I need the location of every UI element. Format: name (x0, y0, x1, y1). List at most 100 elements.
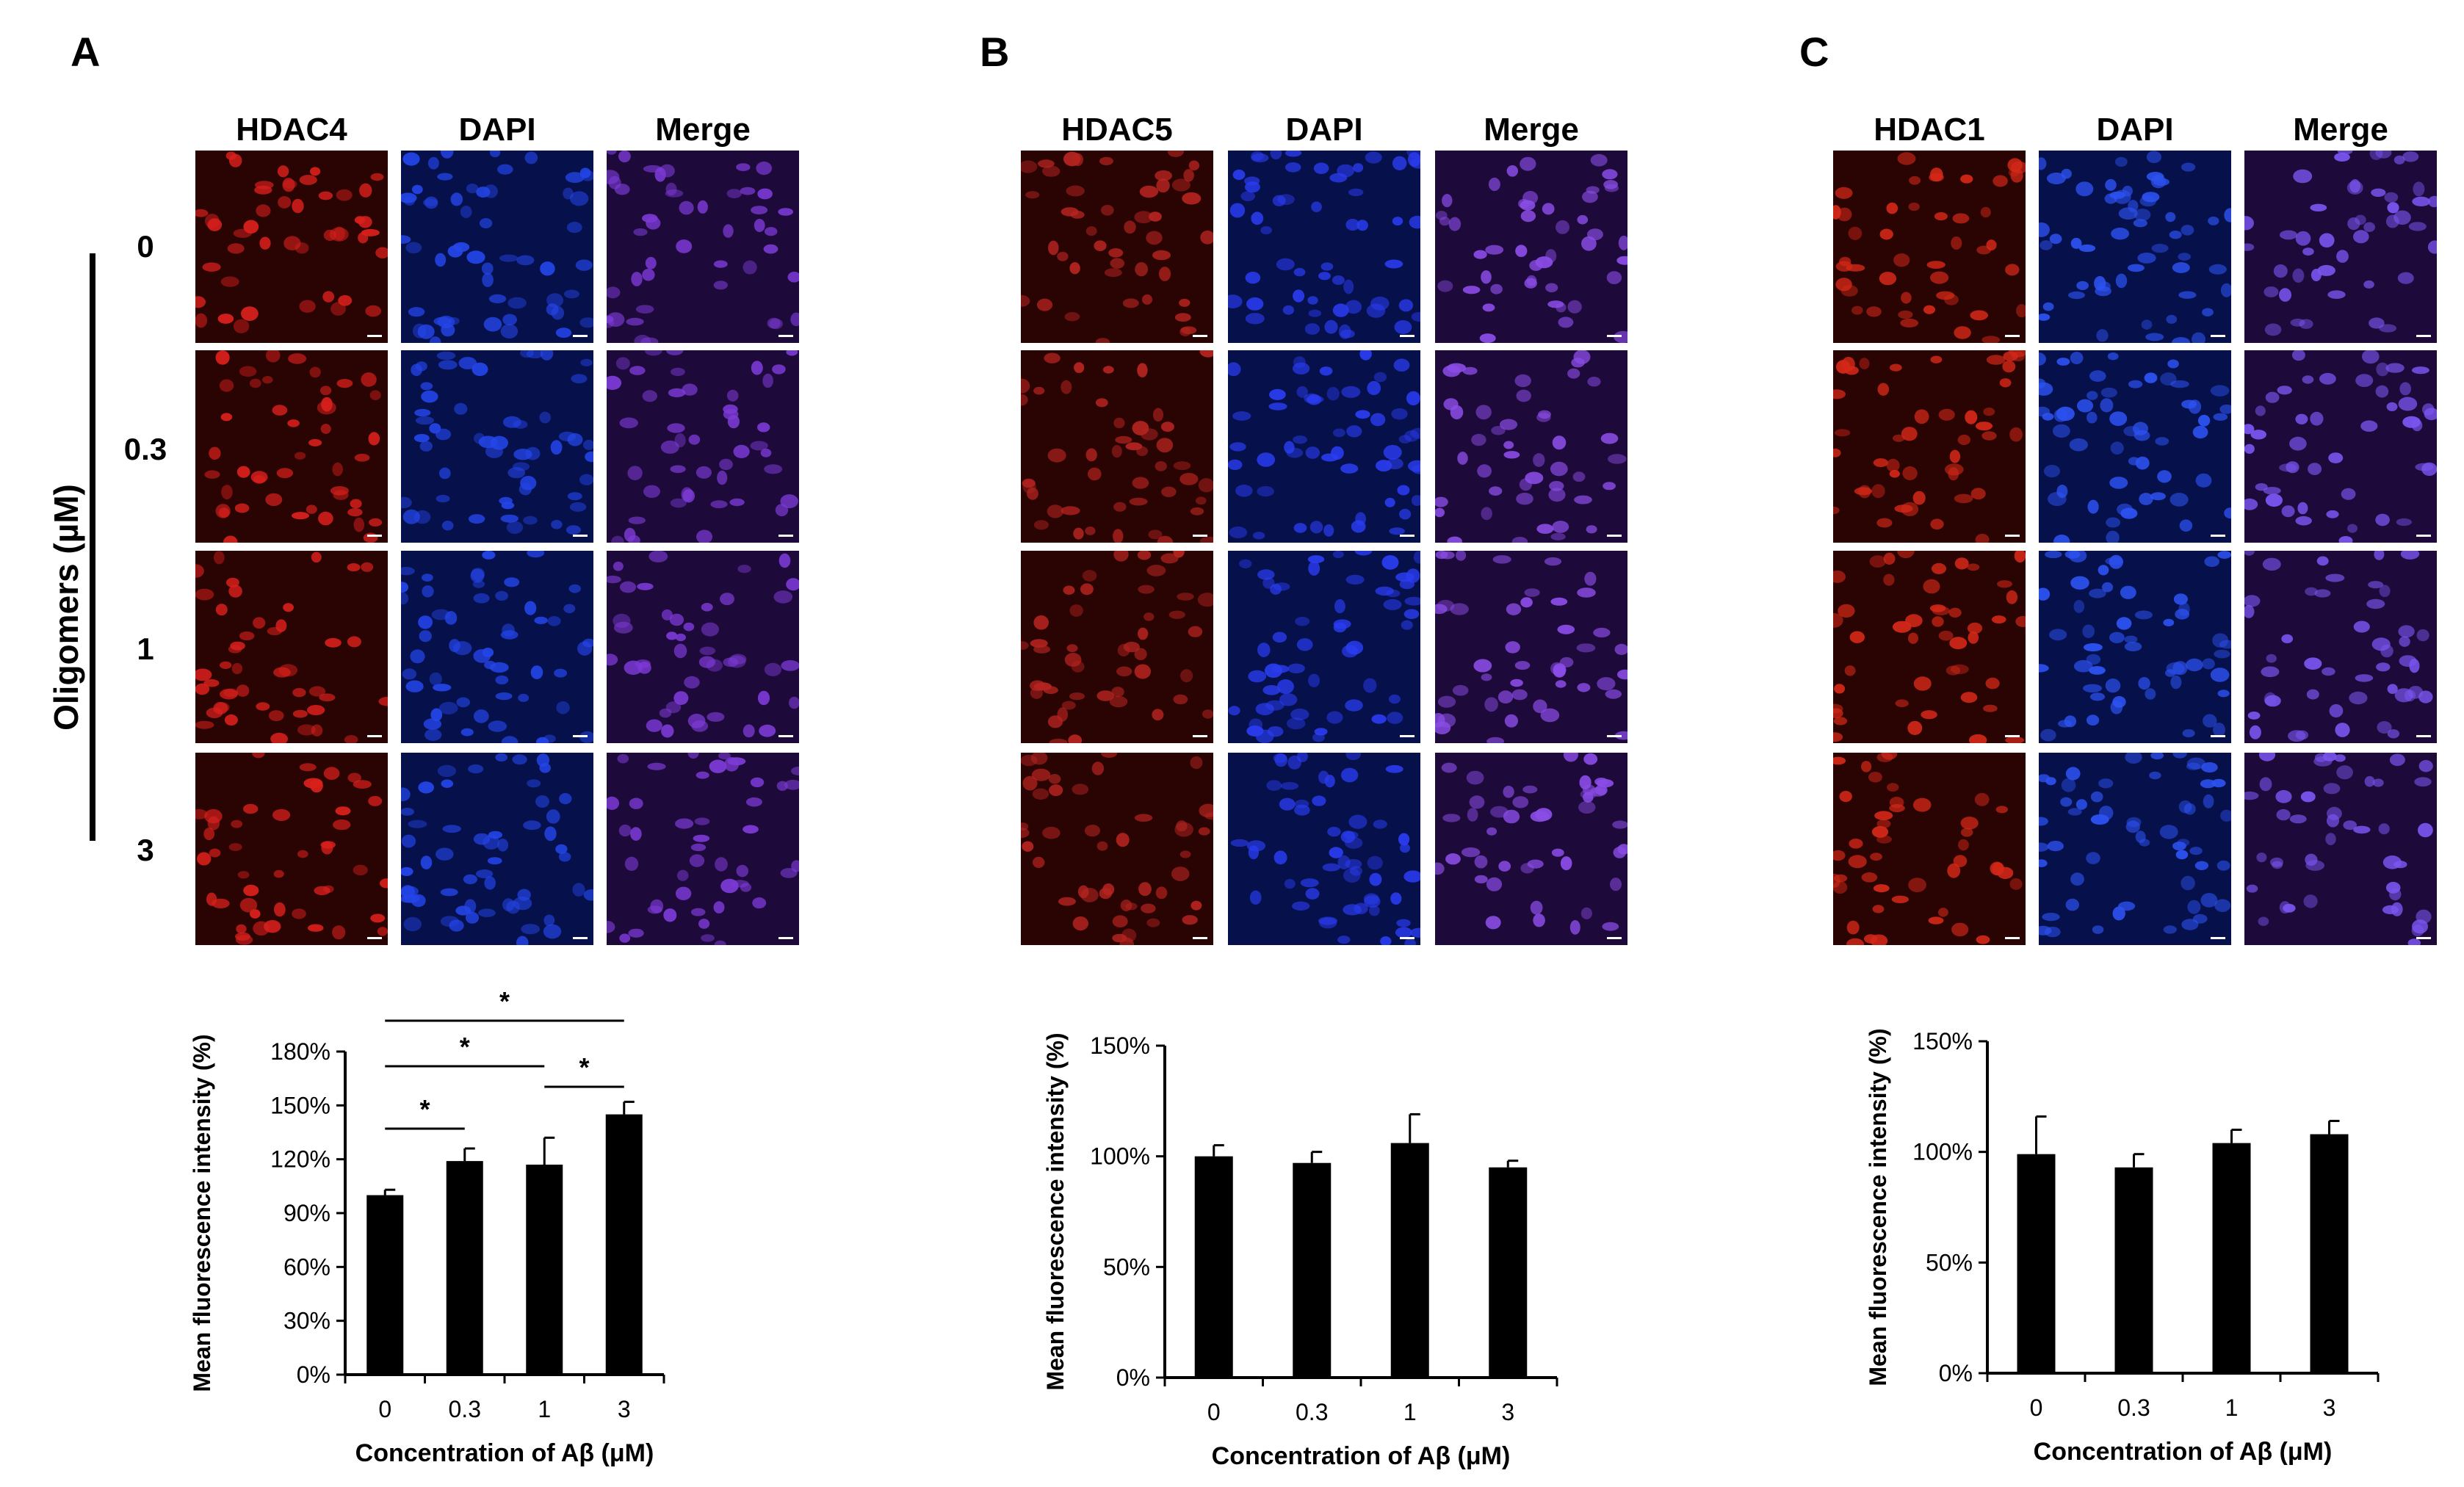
scale-bar (573, 335, 588, 337)
scale-bar (2416, 735, 2431, 737)
scale-bar (367, 335, 382, 337)
y-tick-label: 150% (1090, 1032, 1150, 1059)
scale-bar (2211, 735, 2225, 737)
row-label-3: 3 (137, 833, 154, 867)
scale-bar (2416, 335, 2431, 337)
column-header-hdac1: HDAC1 (1874, 112, 1985, 148)
scale-bar (2416, 535, 2431, 537)
micrograph-dapi-row-1 (1228, 350, 1420, 543)
column-header-merge: Merge (655, 112, 751, 148)
scale-bar (1193, 335, 1207, 337)
significance-star: * (579, 1052, 589, 1082)
bar-chart-a: 0% 30% 60% 90% 120% 150% 180% 0 0.3 1 3 * * * * Concent… (0, 977, 793, 1483)
micrograph-hdac1-row-0 (1833, 151, 2026, 343)
oligomer-axis-line (90, 253, 95, 841)
micrograph-merge-row-0 (607, 151, 799, 343)
bar-0.3 (2114, 1167, 2153, 1373)
significance-star: * (419, 1094, 430, 1124)
scale-bar (1400, 735, 1415, 737)
y-tick-label: 150% (1912, 1028, 1973, 1054)
micrograph-dapi-row-3 (2039, 753, 2231, 945)
scale-bar (1607, 735, 1622, 737)
scale-bar (2005, 937, 2020, 939)
bar-chart-c-svg: 0% 50% 100% 150% 0 0.3 1 3 Concentration of Aβ (… (1865, 1028, 2380, 1466)
micrograph-hdac4-row-3 (195, 753, 388, 945)
column-header-dapi: DAPI (1285, 112, 1363, 148)
y-tick-label: 120% (270, 1146, 330, 1173)
scale-bar (2005, 535, 2020, 537)
column-header-hdac4: HDAC4 (236, 112, 347, 148)
scale-bar (367, 535, 382, 537)
x-tick-label-0: 0 (378, 1396, 391, 1422)
y-axis-title: Mean fluorescence intensity (%) (1865, 1028, 1891, 1386)
x-tick-label-0.3: 0.3 (1296, 1399, 1328, 1425)
column-header-merge: Merge (1484, 112, 1579, 148)
scale-bar (367, 937, 382, 939)
bar-1 (2212, 1143, 2251, 1373)
column-header-dapi: DAPI (458, 112, 536, 148)
panel-letter-b: B (980, 29, 1010, 75)
micrograph-merge-row-3 (607, 753, 799, 945)
y-tick-label: 90% (283, 1200, 330, 1226)
column-header-hdac5: HDAC5 (1061, 112, 1173, 148)
x-tick-label-3: 3 (1501, 1399, 1514, 1425)
micrograph-hdac4-row-2 (195, 551, 388, 743)
micrograph-dapi-row-3 (401, 753, 593, 945)
scale-bar (573, 735, 588, 737)
micrograph-dapi-row-2 (401, 551, 593, 743)
bar-0.3 (446, 1161, 483, 1375)
y-tick-label: 100% (1090, 1143, 1150, 1170)
micrograph-merge-row-3 (2244, 753, 2437, 945)
micrograph-dapi-row-1 (2039, 350, 2231, 543)
y-tick-label: 0% (1116, 1364, 1150, 1391)
micrograph-hdac4-row-1 (195, 350, 388, 543)
bar-0 (1194, 1156, 1233, 1378)
micrograph-merge-row-2 (1435, 551, 1627, 743)
bar-1 (1390, 1143, 1429, 1378)
scale-bar (778, 937, 793, 939)
column-header-dapi: DAPI (2096, 112, 2174, 148)
row-label-0-3: 0.3 (123, 432, 167, 466)
y-tick-label: 180% (270, 1038, 330, 1065)
scale-bar (1400, 535, 1415, 537)
micrograph-dapi-row-0 (2039, 151, 2231, 343)
y-tick-label: 50% (1103, 1253, 1150, 1280)
micrograph-hdac1-row-2 (1833, 551, 2026, 743)
bar-chart-c: 0% 50% 100% 150% 0 0.3 1 3 Concentration of Aβ (… (1799, 977, 2446, 1483)
scale-bar (1193, 535, 1207, 537)
bar-chart-a-svg: 0% 30% 60% 90% 120% 150% 180% 0 0.3 1 3 * * * * Concent… (189, 986, 665, 1467)
micrograph-merge-row-0 (1435, 151, 1627, 343)
micrograph-hdac5-row-3 (1021, 753, 1213, 945)
scale-bar (1193, 735, 1207, 737)
bar-0 (366, 1195, 404, 1375)
bar-3 (2310, 1134, 2349, 1373)
y-tick-label: 0% (297, 1361, 330, 1388)
x-tick-label-0: 0 (1207, 1399, 1221, 1425)
scale-bar (2211, 937, 2225, 939)
micrograph-hdac5-row-1 (1021, 350, 1213, 543)
micrograph-merge-row-3 (1435, 753, 1627, 945)
bar-3 (605, 1114, 643, 1375)
y-tick-label: 150% (270, 1092, 330, 1118)
bar-chart-b: 0% 50% 100% 150% 0 0.3 1 3 Concentration of Aβ (… (977, 977, 1623, 1483)
micrograph-dapi-row-1 (401, 350, 593, 543)
significance-star: * (499, 986, 510, 1016)
row-label-0: 0 (137, 229, 154, 264)
x-tick-label-0.3: 0.3 (2117, 1394, 2150, 1421)
scale-bar (1400, 335, 1415, 337)
micrograph-dapi-row-3 (1228, 753, 1420, 945)
panel-letter-a: A (71, 29, 101, 75)
micrograph-hdac5-row-0 (1021, 151, 1213, 343)
scale-bar (1607, 937, 1622, 939)
micrograph-merge-row-2 (2244, 551, 2437, 743)
x-axis-title: Concentration of Aβ (μM) (2034, 1438, 2333, 1466)
bar-0.3 (1293, 1162, 1332, 1378)
bar-3 (1489, 1167, 1528, 1378)
scale-bar (1400, 937, 1415, 939)
micrograph-merge-row-0 (2244, 151, 2437, 343)
scale-bar (1607, 535, 1622, 537)
x-axis-title: Concentration of Aβ (μM) (1212, 1442, 1511, 1470)
x-axis-title: Concentration of Aβ (μM) (355, 1439, 654, 1467)
scale-bar (2005, 735, 2020, 737)
scale-bar (2211, 535, 2225, 537)
